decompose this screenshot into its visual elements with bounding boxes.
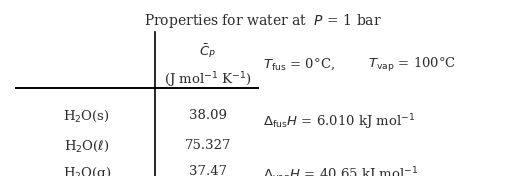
Text: 38.09: 38.09 <box>189 109 227 122</box>
Text: H$_2$O(g): H$_2$O(g) <box>63 165 111 176</box>
Text: (J mol$^{-1}$ K$^{-1}$): (J mol$^{-1}$ K$^{-1}$) <box>164 70 252 90</box>
Text: H$_2$O(s): H$_2$O(s) <box>63 109 110 124</box>
Text: $\Delta_{\mathrm{fus}}H$ = 6.010 kJ mol$^{-1}$: $\Delta_{\mathrm{fus}}H$ = 6.010 kJ mol$… <box>263 113 416 132</box>
Text: Properties for water at  $P$ = 1 bar: Properties for water at $P$ = 1 bar <box>144 12 382 30</box>
Text: $\bar{C}_P$: $\bar{C}_P$ <box>199 42 216 60</box>
Text: H$_2$O($\ell$): H$_2$O($\ell$) <box>64 139 109 154</box>
Text: 75.327: 75.327 <box>185 139 231 152</box>
Text: 37.47: 37.47 <box>189 165 227 176</box>
Text: $T_{\mathrm{vap}}$ = 100°C: $T_{\mathrm{vap}}$ = 100°C <box>368 56 457 74</box>
Text: $\Delta_{\mathrm{vap}}H$ = 40.65 kJ mol$^{-1}$: $\Delta_{\mathrm{vap}}H$ = 40.65 kJ mol$… <box>263 165 419 176</box>
Text: $T_{\mathrm{fus}}$ = 0°C,: $T_{\mathrm{fus}}$ = 0°C, <box>263 56 335 72</box>
